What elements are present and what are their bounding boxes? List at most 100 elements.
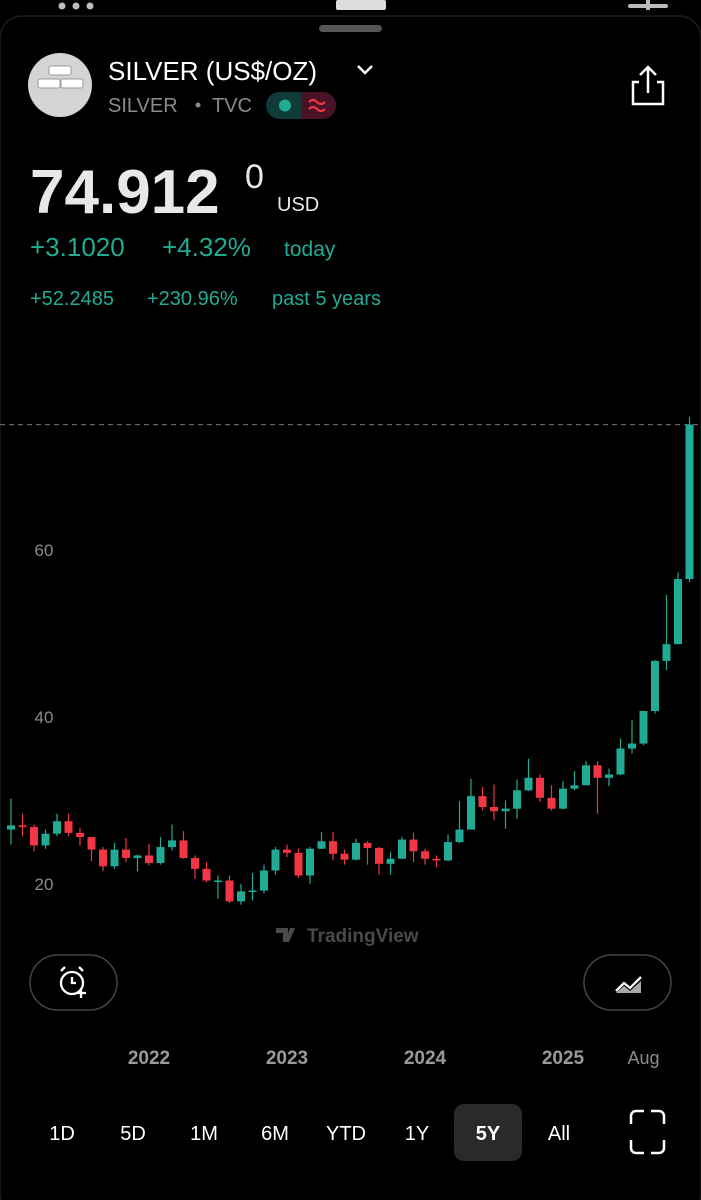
today-label: today xyxy=(284,238,336,261)
candle-body xyxy=(605,774,613,778)
candle-body xyxy=(674,579,682,645)
candle-body xyxy=(421,851,429,859)
change-today: +3.1020 xyxy=(30,232,125,262)
candle-body xyxy=(478,796,487,808)
candle-body xyxy=(156,847,165,863)
candle-body xyxy=(317,841,326,849)
candle-body xyxy=(593,765,602,778)
period-label: past 5 years xyxy=(272,288,381,310)
range-button[interactable]: All xyxy=(548,1123,570,1145)
watermark: TradingView xyxy=(276,926,419,947)
market-status-badge[interactable] xyxy=(266,92,336,119)
range-button[interactable]: 1D xyxy=(49,1123,75,1145)
range-button[interactable]: 5D xyxy=(120,1123,146,1145)
candle-body xyxy=(133,855,142,858)
candle-body xyxy=(685,424,694,580)
y-tick-label: 20 xyxy=(35,875,54,894)
range-button[interactable]: 6M xyxy=(261,1123,289,1145)
candle-body xyxy=(237,891,245,902)
candle-body xyxy=(76,832,84,838)
candle-body xyxy=(191,857,199,869)
x-tick-label: 2025 xyxy=(542,1048,585,1069)
candle-body xyxy=(179,840,188,858)
currency: USD xyxy=(277,194,319,216)
candle-body xyxy=(386,858,395,864)
candle-body xyxy=(202,868,211,881)
candle-body xyxy=(99,849,107,867)
candle-body xyxy=(398,839,406,859)
candle-body xyxy=(363,842,372,848)
exchange: TVC xyxy=(212,95,252,117)
change-today-pct: +4.32% xyxy=(162,232,251,262)
range-button[interactable]: 5Y xyxy=(476,1123,501,1145)
symbol-name: SILVER xyxy=(108,95,178,117)
candle-body xyxy=(64,821,73,833)
candle-body xyxy=(570,785,579,789)
candle-body xyxy=(409,839,418,852)
candle-body xyxy=(122,849,130,858)
candle-body xyxy=(628,743,636,749)
candle-body xyxy=(30,827,38,846)
candle-body xyxy=(283,849,291,853)
candle-body xyxy=(271,849,280,871)
candle-body xyxy=(53,821,61,834)
chart-style-button[interactable] xyxy=(583,954,672,1011)
y-tick-label: 60 xyxy=(35,541,54,560)
x-tick-label: Aug xyxy=(627,1048,659,1068)
candle-body xyxy=(306,848,314,876)
x-tick-label: 2024 xyxy=(404,1048,447,1069)
candle-body xyxy=(225,880,234,902)
top-bar-icons xyxy=(58,0,668,10)
add-alert-button[interactable] xyxy=(29,954,118,1011)
candle-body xyxy=(248,890,257,893)
candle-body xyxy=(513,790,521,809)
fullscreen-button[interactable] xyxy=(629,1109,666,1155)
candle-body xyxy=(260,870,268,891)
range-button[interactable]: YTD xyxy=(326,1123,366,1145)
candle-body xyxy=(375,847,383,864)
range-selected-bg xyxy=(454,1104,522,1161)
candle-body xyxy=(340,853,349,860)
candle-body xyxy=(444,842,452,861)
candle-body xyxy=(214,880,222,882)
candle-body xyxy=(352,842,360,860)
change-period: +52.2485 xyxy=(30,288,114,310)
candle-body xyxy=(547,797,556,809)
candle-body xyxy=(616,748,625,775)
candle-body xyxy=(41,833,50,846)
candle-body xyxy=(524,777,533,791)
candle-body xyxy=(329,841,337,854)
candle-body xyxy=(145,855,153,863)
separator-dot xyxy=(195,102,201,108)
candle-body xyxy=(639,710,648,744)
watermark-text: TradingView xyxy=(307,926,419,947)
price: 74.912 xyxy=(30,158,220,227)
symbol-title[interactable]: SILVER (US$/OZ) xyxy=(108,56,317,86)
share-button[interactable] xyxy=(631,65,665,106)
candle-body xyxy=(168,840,176,848)
candle-body xyxy=(432,858,441,861)
price-superscript: 0 xyxy=(245,158,264,196)
x-tick-label: 2023 xyxy=(266,1048,308,1069)
candle-body xyxy=(294,852,303,876)
candle-body xyxy=(501,808,510,812)
sheet-handle[interactable] xyxy=(319,25,382,32)
candle-body xyxy=(455,829,464,843)
candle-body xyxy=(662,644,671,661)
candle-body xyxy=(582,765,590,786)
change-period-pct: +230.96% xyxy=(147,288,238,310)
candle-body xyxy=(110,849,119,867)
range-button[interactable]: 1M xyxy=(190,1123,218,1145)
candle-body xyxy=(7,825,15,830)
price-chart[interactable]: 20 40 60 2022 2023 2024 2025 Aug xyxy=(0,417,701,1069)
y-tick-label: 40 xyxy=(35,708,54,727)
candle-body xyxy=(559,788,567,809)
candle-body xyxy=(490,807,498,812)
range-button[interactable]: 1Y xyxy=(405,1123,429,1145)
candle-body xyxy=(467,796,475,830)
candle-body xyxy=(87,837,96,850)
title-dropdown[interactable] xyxy=(357,65,373,75)
candle-body xyxy=(18,825,27,828)
